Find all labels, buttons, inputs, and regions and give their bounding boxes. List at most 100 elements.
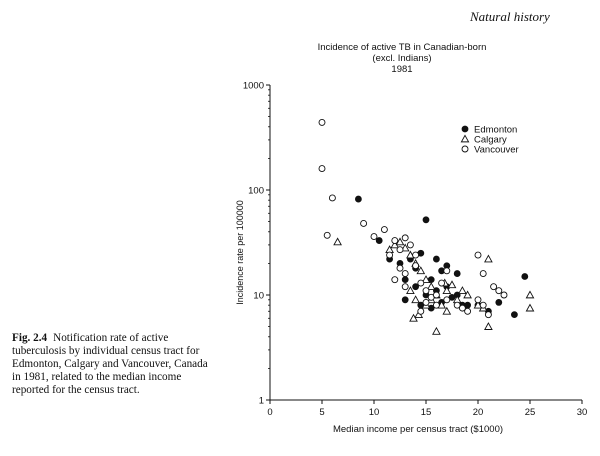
vancouver-point bbox=[443, 296, 451, 304]
x-tick-label: 5 bbox=[319, 407, 324, 418]
chart-title-line: Incidence of active TB in Canadian-born bbox=[318, 42, 487, 53]
calgary-point bbox=[411, 295, 420, 304]
vancouver-point bbox=[453, 301, 461, 309]
calgary-point bbox=[421, 275, 431, 283]
running-head: Natural history bbox=[470, 9, 550, 24]
legend-marker-vancouver bbox=[461, 145, 469, 153]
legend-label-calgary: Calgary bbox=[474, 135, 507, 146]
vancouver-point bbox=[479, 270, 487, 278]
edmonton-point bbox=[354, 195, 362, 203]
calgary-point bbox=[463, 290, 472, 299]
vancouver-point bbox=[474, 296, 482, 304]
calgary-point bbox=[525, 303, 535, 312]
calgary-point bbox=[333, 237, 342, 246]
chart-title-line: (excl. Indians) bbox=[372, 53, 431, 64]
vancouver-point bbox=[386, 251, 394, 259]
series-edmonton bbox=[354, 195, 529, 319]
x-tick-label: 0 bbox=[267, 407, 272, 418]
axes: 0 5 10 15 20 25 30 1 10 100 1000 Median income per … bbox=[235, 81, 587, 436]
vancouver-point bbox=[360, 220, 368, 227]
chart-title: Incidence of active TB in Canadian-born(… bbox=[318, 42, 487, 75]
calgary-point bbox=[442, 306, 452, 315]
legend-label-edmonton: Edmonton bbox=[474, 125, 517, 136]
vancouver-point bbox=[406, 241, 414, 249]
edmonton-point bbox=[401, 276, 409, 284]
vancouver-point bbox=[474, 251, 482, 259]
vancouver-point bbox=[370, 233, 378, 241]
calgary-point bbox=[484, 322, 493, 330]
legend-marker-edmonton bbox=[461, 125, 469, 133]
vancouver-point bbox=[495, 287, 503, 295]
calgary-point bbox=[447, 280, 457, 289]
edmonton-point bbox=[401, 296, 409, 304]
edmonton-point bbox=[432, 255, 440, 263]
vancouver-point bbox=[401, 270, 409, 278]
vancouver-point bbox=[323, 231, 331, 239]
vancouver-point bbox=[464, 307, 472, 315]
vancouver-point bbox=[391, 237, 399, 245]
vancouver-point bbox=[396, 264, 404, 272]
vancouver-point bbox=[490, 283, 498, 291]
calgary-point bbox=[416, 266, 426, 275]
series-vancouver bbox=[318, 118, 508, 319]
series-calgary bbox=[333, 237, 535, 335]
vancouver-point bbox=[422, 287, 430, 295]
vancouver-point bbox=[318, 165, 326, 173]
vancouver-point bbox=[443, 267, 451, 275]
x-tick-label: 20 bbox=[473, 407, 484, 418]
y-axis-label: Incidence rate per 100000 bbox=[235, 200, 245, 305]
edmonton-point bbox=[521, 273, 529, 280]
y-tick-label: 100 bbox=[248, 186, 264, 197]
y-tick-label: 1000 bbox=[243, 81, 264, 92]
vancouver-point bbox=[422, 298, 430, 306]
x-axis-label: Median income per census tract ($1000) bbox=[333, 424, 503, 435]
edmonton-point bbox=[422, 216, 430, 224]
vancouver-point bbox=[318, 118, 326, 126]
edmonton-point bbox=[453, 270, 461, 277]
calgary-point bbox=[442, 286, 452, 294]
vancouver-point bbox=[396, 246, 404, 254]
calgary-point bbox=[395, 237, 405, 246]
y-tick-label: 10 bbox=[253, 291, 264, 302]
x-tick-label: 25 bbox=[525, 407, 536, 418]
vancouver-point bbox=[380, 226, 388, 234]
legend-marker-calgary bbox=[460, 134, 470, 143]
vancouver-point bbox=[432, 301, 440, 309]
x-tick-label: 15 bbox=[421, 407, 432, 418]
calgary-point bbox=[426, 282, 436, 291]
vancouver-point bbox=[479, 301, 487, 309]
vancouver-point bbox=[401, 234, 409, 242]
vancouver-point bbox=[391, 276, 399, 284]
x-tick-label: 30 bbox=[577, 407, 588, 418]
data-points bbox=[318, 118, 535, 335]
y-tick-label: 1 bbox=[259, 396, 264, 407]
vancouver-point bbox=[438, 279, 446, 287]
caption-text: Notification rate of active tuberculosis… bbox=[12, 332, 208, 396]
calgary-point bbox=[525, 290, 535, 299]
vancouver-point bbox=[417, 279, 425, 287]
edmonton-point bbox=[495, 299, 503, 306]
vancouver-point bbox=[412, 262, 420, 270]
vancouver-point bbox=[458, 304, 466, 312]
vancouver-point bbox=[417, 307, 425, 315]
edmonton-point bbox=[412, 283, 420, 291]
legend-label-vancouver: Vancouver bbox=[474, 145, 519, 156]
vancouver-point bbox=[412, 251, 420, 259]
calgary-point bbox=[484, 254, 493, 263]
vancouver-point bbox=[328, 194, 336, 202]
vancouver-point bbox=[484, 311, 492, 319]
x-tick-label: 10 bbox=[369, 407, 380, 418]
calgary-point bbox=[432, 326, 441, 335]
edmonton-point bbox=[375, 237, 383, 244]
figure-caption: Fig. 2.4 Notification rate of active tube… bbox=[12, 332, 217, 397]
vancouver-point bbox=[500, 291, 508, 299]
vancouver-point bbox=[401, 283, 409, 291]
caption-number: Fig. 2.4 bbox=[12, 332, 48, 344]
calgary-point bbox=[458, 286, 467, 294]
calgary-point bbox=[406, 286, 415, 294]
vancouver-point bbox=[432, 291, 440, 299]
chart-title-line: 1981 bbox=[391, 64, 412, 75]
edmonton-point bbox=[511, 311, 518, 319]
